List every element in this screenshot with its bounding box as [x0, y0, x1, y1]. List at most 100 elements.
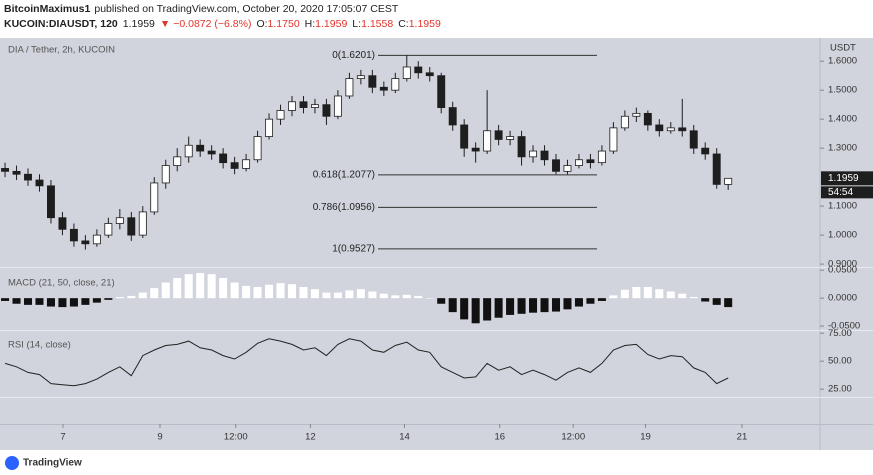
candle-body [69, 228, 78, 242]
macd-bar [104, 298, 113, 300]
candle-body [437, 75, 446, 108]
candle-body [494, 130, 503, 140]
candle-body [35, 179, 44, 187]
macd-bar [597, 298, 606, 301]
x-tick-label: 9 [157, 432, 162, 443]
macd-bar [402, 294, 411, 299]
y-tick-label: 1.4000 [828, 114, 857, 125]
candle-body [506, 136, 515, 140]
macd-bar [92, 298, 101, 303]
candle-body [47, 185, 55, 219]
macd-bar [127, 295, 136, 299]
macd-bar [276, 283, 285, 299]
candle-body [345, 78, 354, 97]
candle-body [701, 147, 710, 155]
ohlc-label: L: [352, 18, 361, 30]
candle-body [689, 130, 698, 149]
candle-body [643, 112, 652, 126]
symbol: KUCOIN:DIAUSDT, 120 [4, 18, 118, 30]
macd-bar [391, 295, 400, 299]
macd-bar [35, 298, 44, 305]
y-tick-label: 0.0500 [828, 265, 857, 276]
macd-bar [425, 298, 434, 299]
macd-bar [712, 298, 721, 305]
macd-bar [563, 298, 572, 310]
candle-body [265, 118, 274, 137]
candle-body [712, 153, 721, 185]
candle-body [161, 165, 170, 184]
candle-body [632, 112, 641, 117]
candle-body [552, 159, 560, 172]
macd-bar [586, 298, 595, 304]
fib-label: 1(0.9527) [332, 243, 375, 254]
pane-title: MACD (21, 50, close, 21) [8, 278, 115, 289]
candle-body [311, 104, 319, 108]
y-tick-label: 75.00 [828, 328, 852, 339]
ohlc-label: C: [398, 18, 409, 30]
candle-body [563, 165, 572, 172]
candle-body [483, 130, 492, 152]
x-tick-label: 16 [494, 432, 505, 443]
candle-body [517, 136, 526, 158]
macd-bar [494, 298, 503, 318]
macd-bar [81, 298, 90, 305]
x-tick-label: 7 [60, 432, 65, 443]
macd-bar [23, 298, 33, 305]
candle-body [609, 127, 618, 152]
candle-body [127, 217, 136, 236]
candle-body [655, 124, 664, 132]
y-tick-label: 0.9000 [828, 259, 857, 270]
macd-bar [517, 298, 526, 314]
axis-label: USDT [830, 43, 856, 54]
ohlc-value: 1.1959 [409, 18, 441, 30]
macd-bar [150, 288, 159, 299]
candle-body [207, 150, 216, 155]
y-tick-label: 1.5000 [828, 85, 857, 96]
candle-body [12, 170, 21, 175]
macd-bar [414, 295, 423, 299]
candle-body [368, 75, 377, 88]
candle-body [448, 107, 457, 126]
last-price-box [821, 171, 873, 186]
candle-body [597, 150, 606, 164]
logo [5, 456, 19, 470]
macd-bar [379, 293, 388, 299]
candle-body [540, 150, 549, 161]
candle-body [81, 240, 90, 245]
x-tick-label: 21 [737, 432, 748, 443]
macd-bar [115, 297, 124, 299]
macd-bar [448, 298, 457, 313]
candle-body [230, 162, 239, 169]
macd-bar [161, 282, 170, 299]
candle-body [104, 223, 113, 236]
y-tick-label: 1.1000 [828, 201, 857, 212]
candle-body [219, 153, 228, 164]
macd-bar [184, 274, 193, 299]
header-line: BitcoinMaximus1 published on TradingView.… [4, 3, 399, 15]
candle-body [620, 115, 629, 129]
x-tick-label: 19 [640, 432, 651, 443]
candle-body [356, 75, 365, 79]
footer: TradingView [5, 456, 82, 470]
candle-body [92, 234, 101, 245]
macd-bar [287, 284, 297, 299]
macd-bar [529, 298, 538, 313]
last-price-label: 1.1959 [828, 173, 859, 184]
candle-body [471, 147, 480, 152]
macd-bar [333, 292, 342, 299]
last-price: 1.1959 [123, 18, 155, 30]
x-tick-label: 14 [399, 432, 410, 443]
macd-bar [173, 278, 182, 299]
macd-bar [471, 298, 480, 324]
macd-bar [368, 291, 377, 299]
candle-body [666, 127, 675, 132]
ohlc-value: 1.1750 [268, 18, 300, 30]
macd-bar [46, 298, 55, 307]
candle-body [196, 144, 205, 152]
pane-title: RSI (14, close) [8, 340, 71, 351]
chart-background [0, 38, 873, 450]
y-tick-label: 1.3000 [828, 143, 857, 154]
fib-label: 0.786(1.0956) [313, 202, 375, 213]
fib-label: 0(1.6201) [332, 50, 375, 61]
candle-body [586, 159, 595, 164]
